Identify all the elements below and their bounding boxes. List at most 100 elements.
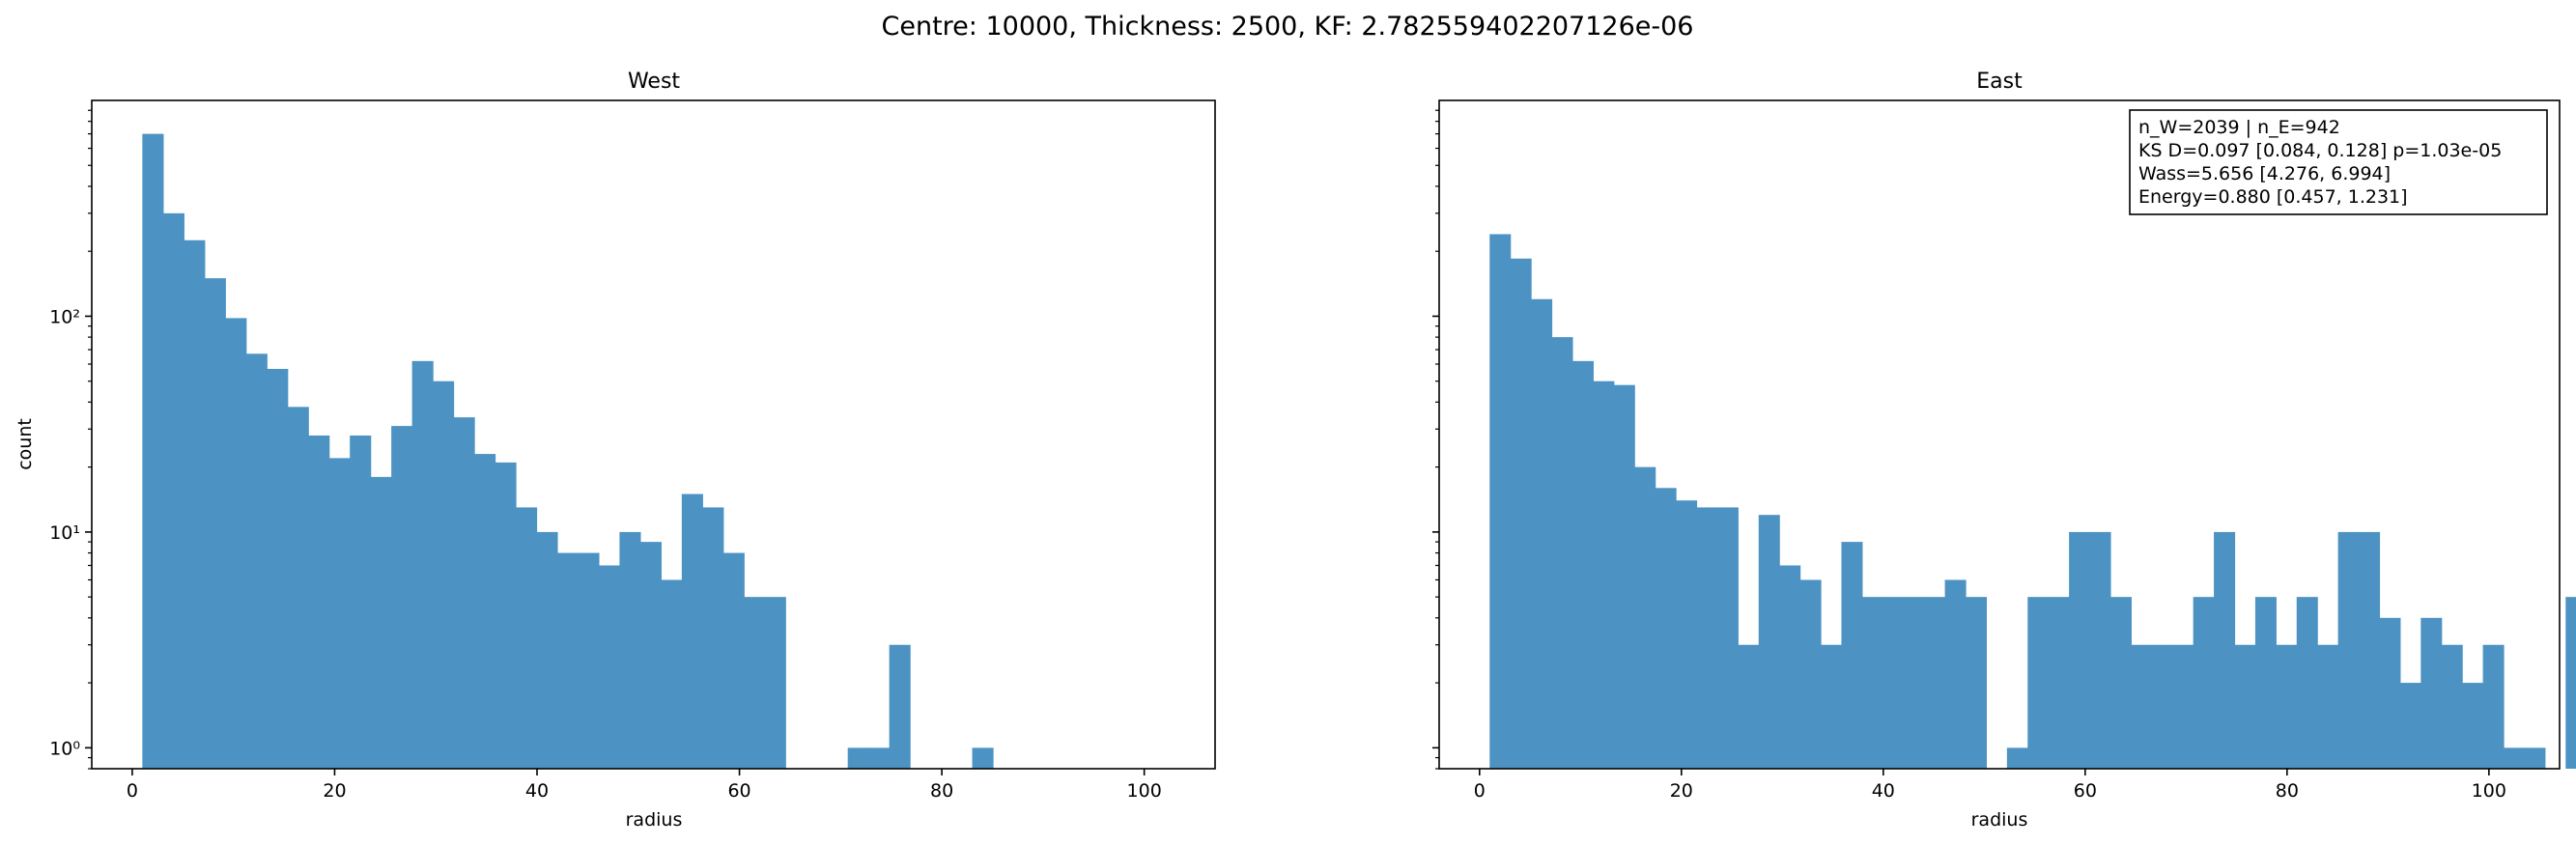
west-bar	[744, 597, 766, 769]
east-panel: East radius 0 20 40 60 80 100 n_W=2039 | n_E=…	[1432, 70, 2576, 831]
east-bar	[2317, 644, 2339, 769]
west-bar	[516, 507, 538, 769]
east-x-tick-label: 40	[1872, 780, 1895, 802]
east-x-ticks: 0 20 40 60 80 100	[1474, 769, 2506, 802]
east-bar	[2337, 531, 2360, 769]
east-bar	[2482, 644, 2505, 769]
west-panel: West count radius 0 20 40 60 80 100 10⁰ 10¹ 10²	[14, 70, 1216, 831]
east-bar	[1716, 507, 1739, 769]
east-bar	[2172, 644, 2194, 769]
stats-line-energy: Energy=0.880 [0.457, 1.231]	[2138, 186, 2408, 208]
east-bar	[2441, 644, 2463, 769]
west-bar	[868, 747, 891, 769]
east-bar	[1593, 380, 1615, 769]
west-bar	[474, 454, 496, 769]
west-bar	[681, 493, 703, 769]
east-bar	[2254, 597, 2277, 769]
west-y-tick-label: 10⁰	[49, 738, 80, 759]
east-bar	[2006, 747, 2028, 769]
west-bars	[142, 133, 994, 770]
west-bar	[328, 458, 351, 769]
east-bar	[1489, 234, 1512, 770]
east-bar	[1944, 579, 1967, 769]
east-bar	[1634, 466, 1656, 769]
west-bar	[598, 565, 620, 769]
east-bar	[1696, 507, 1718, 769]
west-y-tick-label: 10¹	[49, 522, 80, 544]
west-bar	[453, 417, 475, 769]
east-bar	[1965, 597, 1988, 769]
east-bar	[2027, 597, 2050, 769]
west-bar	[225, 318, 247, 769]
stats-line-wass: Wass=5.656 [4.276, 6.994]	[2138, 163, 2391, 184]
west-bar	[411, 360, 434, 769]
west-x-tick-label: 20	[323, 780, 346, 802]
west-bar	[889, 644, 911, 769]
east-bar	[1655, 488, 1677, 769]
east-bar	[2379, 617, 2401, 769]
east-bar	[2131, 644, 2153, 769]
east-bar	[1510, 258, 1532, 769]
east-bar	[1882, 597, 1905, 769]
east-bar	[2565, 597, 2576, 769]
west-bar	[245, 353, 268, 769]
east-x-tick-label: 0	[1474, 780, 1486, 802]
west-bar	[578, 552, 600, 769]
east-bar	[1571, 360, 1594, 769]
east-bar	[1841, 542, 1863, 769]
east-title: East	[1976, 70, 2023, 94]
west-bar	[308, 435, 330, 769]
east-bar	[1613, 384, 1635, 769]
stats-box: n_W=2039 | n_E=942 KS D=0.097 [0.084, 0.…	[2129, 109, 2548, 215]
east-y-ticks	[1432, 109, 1439, 770]
east-bar	[1924, 597, 1946, 769]
stats-line-counts: n_W=2039 | n_E=942	[2138, 117, 2340, 138]
west-bar	[619, 531, 641, 769]
east-bar	[2089, 531, 2111, 769]
east-bar	[1779, 565, 1801, 769]
east-x-axis-label: radius	[1971, 809, 2028, 831]
west-bar	[433, 380, 455, 769]
east-bar	[2420, 617, 2443, 769]
west-axes-frame	[91, 99, 1216, 770]
east-bar	[1758, 515, 1780, 769]
west-bar	[184, 239, 206, 769]
east-bar	[2048, 597, 2070, 769]
west-title: West	[628, 70, 680, 94]
west-bar	[391, 426, 413, 769]
east-bar	[2296, 597, 2318, 769]
figure-suptitle: Centre: 10000, Thickness: 2500, KF: 2.78…	[882, 12, 1694, 42]
west-y-axis-label: count	[14, 418, 36, 470]
west-bar	[764, 597, 786, 769]
east-bar	[2234, 644, 2256, 769]
west-bar	[142, 133, 164, 770]
west-bar	[536, 531, 558, 769]
west-x-tick-label: 100	[1127, 780, 1162, 802]
east-bar	[2399, 683, 2421, 769]
west-x-axis-label: radius	[626, 809, 683, 831]
east-axes-frame	[1438, 99, 2561, 770]
east-bar	[1821, 644, 1843, 769]
west-x-tick-label: 60	[727, 780, 750, 802]
east-bar	[2151, 644, 2173, 769]
west-bar	[556, 552, 580, 769]
west-bar	[722, 552, 745, 769]
west-x-tick-label: 0	[127, 780, 138, 802]
east-bar	[1799, 579, 1822, 769]
west-x-tick-label: 40	[525, 780, 549, 802]
west-bar	[972, 747, 994, 769]
east-x-tick-label: 60	[2074, 780, 2097, 802]
east-bar	[2109, 597, 2132, 769]
west-bar	[267, 369, 289, 769]
west-bar	[350, 435, 372, 769]
west-bar	[639, 542, 662, 769]
east-bar	[1531, 298, 1553, 769]
east-bar	[2214, 531, 2236, 769]
stats-box-frame	[2129, 109, 2548, 215]
west-bar	[495, 462, 517, 769]
west-x-tick-label: 80	[930, 780, 953, 802]
east-x-tick-label: 80	[2276, 780, 2299, 802]
west-bar	[847, 747, 869, 769]
east-x-tick-label: 20	[1670, 780, 1693, 802]
